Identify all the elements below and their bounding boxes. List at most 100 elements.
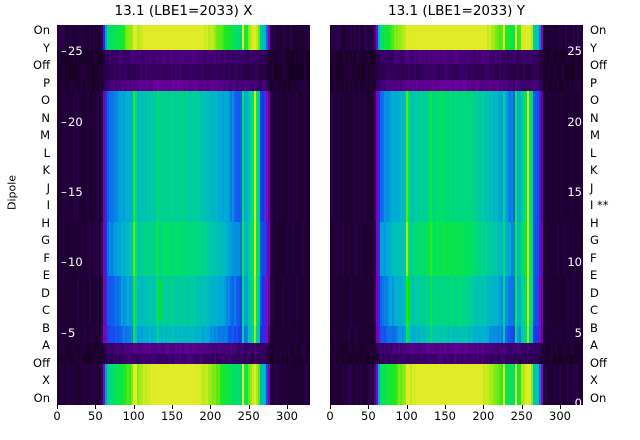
- category-tick-label: J: [590, 180, 594, 195]
- panel-title-left: 13.1 (LBE1=2033) X: [114, 3, 253, 19]
- category-tick-label: K: [590, 163, 598, 178]
- x-tick-label: 100: [395, 409, 418, 423]
- category-tick-label: K: [42, 163, 50, 178]
- x-tick-label: 250: [510, 409, 533, 423]
- heatmap-band-row: [330, 326, 583, 344]
- y-tick-label: –25: [61, 44, 83, 59]
- y-tick-label: 5: [574, 325, 582, 340]
- heatmap-dark-row: [330, 79, 583, 92]
- x-tick-label: 50: [88, 409, 103, 423]
- x-tick-mark: [172, 405, 173, 409]
- category-tick-label: B: [42, 320, 50, 335]
- category-tick-label: Off: [33, 58, 50, 73]
- category-tick-label: E: [590, 268, 598, 283]
- heatmap-dark-row: [330, 50, 583, 65]
- heatmap-band-row: [57, 326, 310, 344]
- heatmap-dark-row: [330, 343, 583, 355]
- x-tick-label: 200: [472, 409, 495, 423]
- heatmap-panel-y[interactable]: 0 5 10 15 20 25: [330, 25, 583, 405]
- heatmap-green-marker: [408, 278, 411, 321]
- x-tick-mark: [57, 405, 58, 409]
- category-tick-label: M: [590, 128, 600, 143]
- x-tick-mark: [483, 405, 485, 409]
- x-tick-mark: [133, 405, 135, 409]
- x-tick-mark: [368, 405, 370, 409]
- y-tick-label: 10: [567, 255, 582, 270]
- heatmap-dark-row: [57, 343, 310, 355]
- y-tick-label: 0: [574, 396, 582, 405]
- heatmap-band-row: [57, 222, 310, 277]
- category-tick-label: P: [43, 75, 50, 90]
- x-axis-left: 0 50 100 150 200 250 300: [53, 405, 310, 438]
- heatmap-image-x: [57, 25, 310, 405]
- category-tick-label: X: [590, 373, 598, 388]
- x-tick-mark: [521, 405, 523, 409]
- x-tick-label: 150: [434, 409, 456, 423]
- heatmap-band-row: [330, 25, 583, 51]
- heatmap-band-row: [330, 91, 583, 223]
- y-tick-label: 15: [567, 184, 582, 199]
- x-tick-label: 0: [326, 409, 334, 423]
- heatmap-dark-row: [57, 64, 310, 81]
- category-tick-label: P: [590, 75, 597, 90]
- category-axis-right: On Y Off P O N M L K J I ** H G F E D C B A Off X On: [586, 23, 638, 405]
- x-tick-mark: [330, 405, 331, 409]
- heatmap-panel-x[interactable]: –5 –10 –15 –20 –25: [57, 25, 310, 405]
- y-tick-label: 25: [567, 44, 582, 59]
- y-tick-label: –10: [61, 255, 83, 270]
- category-tick-label: F: [590, 250, 597, 265]
- category-tick-label: J: [46, 180, 50, 195]
- category-tick-label: E: [42, 268, 50, 283]
- heatmap-band-row: [57, 275, 310, 327]
- x-tick-label: 300: [549, 409, 571, 423]
- category-tick-label: L: [43, 145, 50, 160]
- category-tick-label: A: [590, 338, 598, 353]
- category-tick-label: Off: [33, 355, 50, 370]
- heatmap-dark-row: [57, 79, 310, 92]
- category-tick-label: M: [40, 128, 50, 143]
- category-tick-label: F: [43, 250, 50, 265]
- category-tick-label: O: [40, 93, 50, 108]
- heatmap-band-row: [330, 222, 583, 277]
- heatmap-band-row: [57, 91, 310, 223]
- heatmap-band-row: [330, 364, 583, 405]
- category-tick-label: On: [590, 391, 607, 405]
- x-tick-mark: [560, 405, 561, 409]
- heatmap-band-row: [57, 364, 310, 405]
- category-tick-label: A: [42, 338, 50, 353]
- category-axis-left: On Y Off P O N M L K J I H G F E D C B A Off X On: [2, 23, 54, 405]
- x-tick-label: 200: [199, 409, 222, 423]
- heatmap-green-marker: [158, 278, 161, 321]
- x-tick-label: 0: [53, 409, 61, 423]
- heatmap-image-y: [330, 25, 583, 405]
- x-tick-label: 300: [276, 409, 298, 423]
- x-tick-mark: [445, 405, 446, 409]
- category-tick-label: L: [590, 145, 597, 160]
- category-tick-label: N: [590, 110, 599, 125]
- category-tick-label: D: [590, 285, 599, 300]
- category-tick-label: Off: [590, 355, 607, 370]
- heatmap-band-row: [330, 275, 583, 327]
- category-tick-label: Off: [590, 58, 607, 73]
- category-tick-label: X: [42, 373, 50, 388]
- category-tick-label: On: [590, 23, 607, 37]
- category-tick-label: On: [33, 391, 50, 405]
- category-tick-label: H: [41, 215, 50, 230]
- heatmap-dark-row: [57, 50, 310, 65]
- category-tick-label: On: [33, 23, 50, 37]
- category-tick-label: C: [590, 303, 599, 318]
- category-tick-label: D: [41, 285, 50, 300]
- x-tick-mark: [95, 405, 97, 409]
- category-tick-label: Y: [590, 40, 598, 55]
- category-tick-label: I **: [590, 198, 609, 213]
- y-tick-label: –15: [61, 184, 83, 199]
- heatmap-band-row: [57, 25, 310, 51]
- category-tick-label: H: [590, 215, 599, 230]
- x-tick-label: 50: [361, 409, 376, 423]
- heatmap-dark-row: [330, 354, 583, 365]
- x-tick-mark: [287, 405, 288, 409]
- category-tick-label: C: [41, 303, 50, 318]
- x-tick-label: 100: [122, 409, 145, 423]
- category-tick-label: G: [590, 233, 599, 248]
